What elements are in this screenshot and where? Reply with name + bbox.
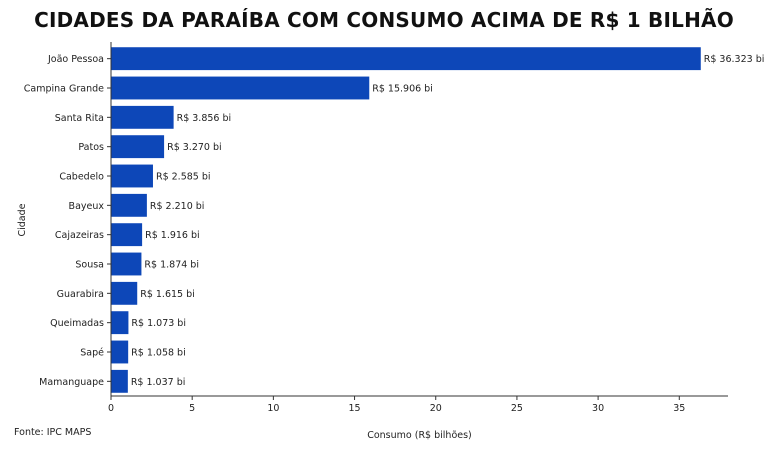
- bar: [111, 135, 165, 159]
- bar-value-label: R$ 2.210 bi: [150, 201, 205, 212]
- x-tick-label: 30: [592, 403, 604, 414]
- category-label: Santa Rita: [55, 113, 104, 124]
- bar: [111, 281, 138, 305]
- source-note: Fonte: IPC MAPS: [14, 427, 92, 438]
- bar: [111, 340, 129, 364]
- category-label: João Pessoa: [47, 54, 104, 65]
- bar: [111, 223, 143, 247]
- bar-value-label: R$ 1.874 bi: [144, 260, 199, 271]
- x-tick-label: 15: [349, 403, 361, 414]
- x-tick-label: 25: [511, 403, 523, 414]
- bar: [111, 164, 153, 188]
- bar-value-label: R$ 3.270 bi: [167, 142, 222, 153]
- x-tick-label: 35: [673, 403, 685, 414]
- category-label: Queimadas: [50, 318, 104, 329]
- x-tick-label: 0: [108, 403, 114, 414]
- bar: [111, 252, 142, 276]
- bar: [111, 311, 129, 335]
- bar: [111, 76, 370, 100]
- category-label: Cabedelo: [59, 172, 104, 183]
- bar-value-label: R$ 1.615 bi: [140, 289, 195, 300]
- category-label: Cajazeiras: [55, 230, 104, 241]
- bar-value-label: R$ 2.585 bi: [156, 172, 211, 183]
- category-label: Sapé: [80, 348, 104, 359]
- bar-value-label: R$ 1.916 bi: [145, 230, 200, 241]
- bar-value-label: R$ 1.073 bi: [131, 318, 186, 329]
- x-tick-label: 10: [267, 403, 279, 414]
- y-axis-label: Cidade: [17, 203, 28, 236]
- bar-value-label: R$ 1.058 bi: [131, 348, 186, 359]
- x-axis-label: Consumo (R$ bilhões): [367, 430, 472, 441]
- category-label: Sousa: [75, 260, 104, 271]
- chart-title: CIDADES DA PARAÍBA COM CONSUMO ACIMA DE …: [34, 8, 734, 32]
- bar-value-label: R$ 1.037 bi: [131, 377, 186, 388]
- bar-value-label: R$ 15.906 bi: [372, 84, 433, 95]
- category-labels-group: João Pessoa Campina Grande Santa Rita Patos…: [24, 54, 111, 388]
- bar-value-label: R$ 36.323 bi: [704, 54, 765, 65]
- category-label: Patos: [78, 142, 104, 153]
- x-tick-label: 5: [189, 403, 195, 414]
- bar: [111, 193, 147, 217]
- bar: [111, 47, 701, 71]
- bar: [111, 369, 128, 393]
- category-label: Mamanguape: [39, 377, 104, 388]
- x-tick-label: 20: [430, 403, 442, 414]
- category-label: Campina Grande: [24, 84, 104, 95]
- data-labels-group: R$ 36.323 bi R$ 15.906 bi R$ 3.856 bi R$ 3.…: [131, 54, 765, 388]
- category-label: Bayeux: [69, 201, 105, 212]
- x-ticks-group: 0 5 10 15 20 25 30 35: [108, 396, 685, 414]
- bar-value-label: R$ 3.856 bi: [177, 113, 232, 124]
- bars-group: [111, 47, 701, 393]
- bar: [111, 105, 174, 129]
- category-label: Guarabira: [57, 289, 104, 300]
